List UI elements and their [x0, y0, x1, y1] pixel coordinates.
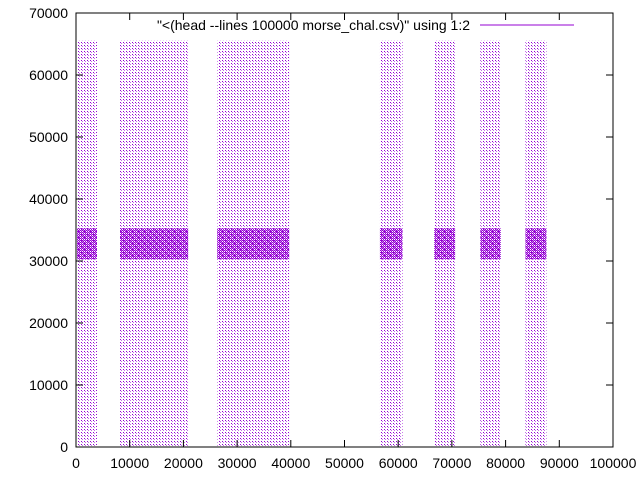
y-tick-label: 60000	[29, 67, 68, 83]
x-tick-label: 30000	[218, 455, 257, 471]
data-band-5	[434, 40, 456, 448]
y-tick-label: 70000	[29, 5, 68, 21]
data-band-dense-core	[120, 228, 189, 260]
x-tick-label: 100000	[590, 455, 637, 471]
data-band-dense-core	[217, 228, 290, 260]
y-tick-label: 0	[60, 439, 68, 455]
data-band-dense-core	[434, 228, 456, 260]
x-tick-label: 50000	[325, 455, 364, 471]
x-tick-label: 40000	[271, 455, 310, 471]
ticks: 0 10000 20000 30000 40000 50000 60000 70000 8000…	[29, 5, 637, 471]
data-band-2	[120, 40, 189, 448]
data-bands	[77, 40, 547, 448]
x-tick-label: 90000	[540, 455, 579, 471]
data-band-3	[217, 40, 290, 448]
y-tick-label: 30000	[29, 253, 68, 269]
data-band-1	[77, 40, 97, 448]
y-tick-label: 10000	[29, 377, 68, 393]
x-tick-label: 80000	[486, 455, 525, 471]
y-tick-label: 50000	[29, 129, 68, 145]
data-band-4	[379, 40, 403, 448]
y-tick-label: 20000	[29, 315, 68, 331]
data-band-dense-core	[379, 228, 403, 260]
data-band-7	[525, 40, 547, 448]
data-band-dense-core	[77, 228, 97, 260]
x-tick-label: 20000	[164, 455, 203, 471]
x-tick-label: 0	[72, 455, 80, 471]
data-band-dense-core	[525, 228, 547, 260]
data-band-dense-core	[480, 228, 501, 260]
x-tick-label: 70000	[432, 455, 471, 471]
y-tick-label: 40000	[29, 191, 68, 207]
data-band-6	[480, 40, 501, 448]
x-tick-label: 10000	[110, 455, 149, 471]
x-tick-label: 60000	[379, 455, 418, 471]
legend: "<(head --lines 100000 morse_chal.csv)" …	[157, 17, 574, 33]
legend-label: "<(head --lines 100000 morse_chal.csv)" …	[157, 17, 470, 33]
